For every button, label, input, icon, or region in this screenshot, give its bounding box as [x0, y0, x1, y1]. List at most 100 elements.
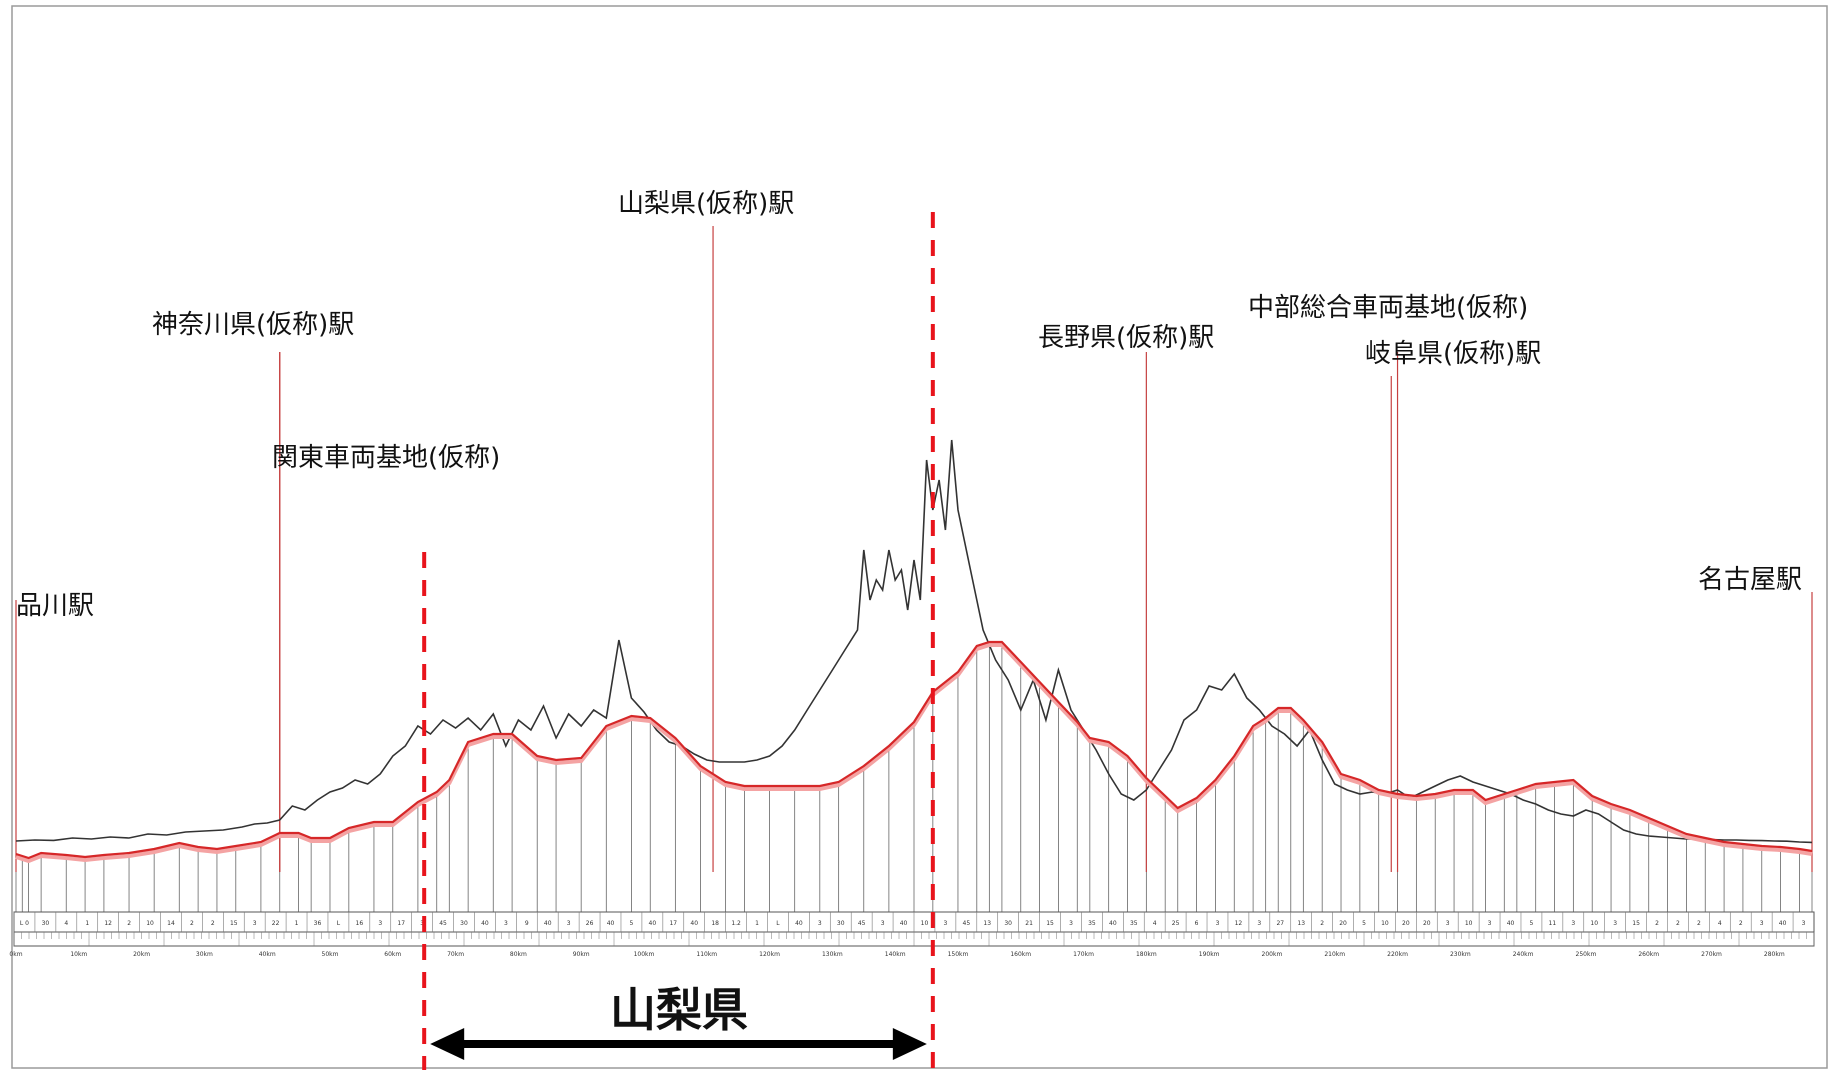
gradient-value: 3: [1216, 920, 1220, 927]
gradient-value: 13: [1297, 920, 1305, 927]
km-tick-label: 280km: [1764, 951, 1785, 958]
gradient-value: 4: [64, 920, 68, 927]
km-tick-label: 60km: [384, 951, 401, 958]
gradient-value: 3: [818, 920, 822, 927]
gradient-value: 10: [1381, 920, 1389, 927]
depot-label-kanto: 関東車両基地(仮称): [272, 443, 500, 473]
gradient-value: 3: [943, 920, 947, 927]
gradient-value: 2: [190, 920, 194, 927]
gradient-value: 3: [378, 920, 382, 927]
gradient-value: 3: [1257, 920, 1261, 927]
gradient-value: 17: [669, 920, 677, 927]
gradient-value: 2: [1739, 920, 1743, 927]
gradient-value: 5: [1530, 920, 1534, 927]
km-tick-label: 240km: [1513, 951, 1534, 958]
gradient-value: 15: [230, 920, 238, 927]
gradient-value: 3: [1488, 920, 1492, 927]
km-tick-label: 120km: [759, 951, 780, 958]
gradient-value: 35: [1088, 920, 1096, 927]
gradient-value: 2: [1320, 920, 1324, 927]
gradient-value: 40: [607, 920, 615, 927]
km-tick-label: 0km: [9, 951, 22, 958]
km-tick-label: 20km: [133, 951, 150, 958]
km-tick-label: 130km: [822, 951, 843, 958]
gradient-value: 1.2: [731, 920, 741, 927]
gradient-value: 5: [1362, 920, 1366, 927]
gradient-value: 20: [1339, 920, 1347, 927]
track-drop-lines: [15, 642, 1813, 912]
gradient-value: 30: [837, 920, 845, 927]
chart-frame: [11, 5, 1828, 1069]
annotation-layer: 品川駅 神奈川県(仮称)駅 関東車両基地(仮称) 山梨県(仮称)駅 長野県(仮称…: [16, 189, 1802, 1037]
gradient-value: 15: [1046, 920, 1054, 927]
station-label-kanagawa: 神奈川県(仮称)駅: [152, 310, 354, 340]
gradient-value: 3: [881, 920, 885, 927]
gradient-value: 15: [1632, 920, 1640, 927]
gradient-value: 20: [1402, 920, 1410, 927]
km-tick-label: 250km: [1576, 951, 1597, 958]
gradient-value: 14: [167, 920, 175, 927]
km-tick-label: 160km: [1010, 951, 1031, 958]
gradient-value: 3: [1446, 920, 1450, 927]
gradient-value: 1: [755, 920, 759, 927]
gradient-value: 30: [1004, 920, 1012, 927]
gradient-value: 40: [1507, 920, 1515, 927]
gradient-value: 9: [525, 920, 529, 927]
km-tick-label: 50km: [322, 951, 339, 958]
station-label-nagoya: 名古屋駅: [1698, 565, 1802, 595]
station-label-gifu: 岐阜県(仮称)駅: [1365, 339, 1541, 369]
km-tick-label: 140km: [885, 951, 906, 958]
gradient-value: 45: [439, 920, 447, 927]
gradient-value: 17: [397, 920, 405, 927]
gradient-value: 45: [963, 920, 971, 927]
gradient-value: 4: [1718, 920, 1722, 927]
km-tick-label: 90km: [573, 951, 590, 958]
gradient-value: L: [776, 920, 780, 927]
track-profile-line: [15, 640, 1813, 860]
gradient-value: 2: [127, 920, 131, 927]
gradient-value: 18: [711, 920, 719, 927]
km-tick-label: 270km: [1701, 951, 1722, 958]
gradient-value: 3: [1760, 920, 1764, 927]
km-tick-label: 30km: [196, 951, 213, 958]
km-tick-label: 180km: [1136, 951, 1157, 958]
gradient-value: 40: [649, 920, 657, 927]
gradient-value: 10: [146, 920, 154, 927]
gradient-value: 30: [460, 920, 468, 927]
gradient-value: 3: [1571, 920, 1575, 927]
gradient-value: 40: [690, 920, 698, 927]
gradient-value: L: [337, 920, 341, 927]
gradient-value: 40: [795, 920, 803, 927]
gradient-value: 3: [567, 920, 571, 927]
gradient-value: 40: [481, 920, 489, 927]
km-tick-label: 150km: [948, 951, 969, 958]
gradient-value: 2: [211, 920, 215, 927]
gradient-value: 3: [1613, 920, 1617, 927]
km-tick-label: 110km: [696, 951, 717, 958]
gradient-value: 40: [1109, 920, 1117, 927]
track-profile-shadow: [15, 643, 1813, 864]
gradient-value: 22: [272, 920, 280, 927]
km-tick-label: 210km: [1324, 951, 1345, 958]
gradient-value: 12: [104, 920, 112, 927]
gradient-value: 2: [1655, 920, 1659, 927]
gradient-value: 3: [1802, 920, 1806, 927]
gradient-value: 40: [900, 920, 908, 927]
gradient-value: 40: [544, 920, 552, 927]
gradient-value: 1: [295, 920, 299, 927]
gradient-value: 12: [1235, 920, 1243, 927]
gradient-value: 45: [858, 920, 866, 927]
gradient-value: 10: [1590, 920, 1598, 927]
km-tick-label: 80km: [510, 951, 527, 958]
km-tick-label: 260km: [1638, 951, 1659, 958]
gradient-value: 4: [1153, 920, 1157, 927]
gradient-value: 5: [630, 920, 634, 927]
gradient-value: 30: [42, 920, 50, 927]
gradient-value: 3: [253, 920, 257, 927]
gradient-value: 2: [1676, 920, 1680, 927]
gradient-value: 3: [504, 920, 508, 927]
km-tick-label: 170km: [1073, 951, 1094, 958]
km-tick-label: 220km: [1387, 951, 1408, 958]
km-tick-label: 100km: [634, 951, 655, 958]
